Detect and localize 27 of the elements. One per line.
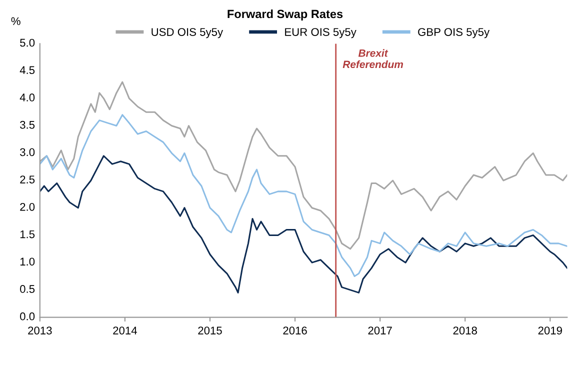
x-tick-label: 2019 [538, 326, 562, 334]
x-tick-label: 2013 [28, 326, 52, 334]
legend-label: EUR OIS 5y5y [285, 28, 356, 38]
y-tick-label: 2.0 [20, 202, 35, 211]
y-tick-label: 1.5 [20, 230, 35, 238]
ref-line-label: Brexit Referendum [342, 49, 403, 68]
x-tick-label: 2016 [283, 326, 307, 334]
line-series [40, 81, 568, 250]
x-tick-label: 2014 [113, 326, 137, 334]
x-tick-label: 2017 [368, 326, 392, 334]
y-tick-label: 0.0 [20, 312, 35, 320]
y-tick-label: 3.0 [20, 148, 35, 156]
y-tick-label: 1.0 [20, 258, 35, 266]
y-axis-title: % [11, 17, 20, 26]
y-tick-label: 2.5 [20, 176, 35, 184]
legend-label: USD OIS 5y5y [152, 28, 224, 38]
y-tick-label: 0.5 [20, 285, 35, 293]
line-series [40, 155, 568, 294]
y-tick-label: 5.0 [20, 38, 35, 47]
x-tick-label: 2015 [198, 326, 222, 334]
y-tick-label: 4.0 [20, 94, 35, 102]
legend-label: GBP OIS 5y5y [418, 28, 490, 38]
line-series [40, 114, 568, 278]
y-tick-label: 4.5 [20, 66, 35, 74]
y-tick-label: 3.5 [20, 120, 35, 129]
x-tick-label: 2018 [453, 326, 477, 334]
chart-title: Forward Swap Rates [228, 10, 343, 21]
